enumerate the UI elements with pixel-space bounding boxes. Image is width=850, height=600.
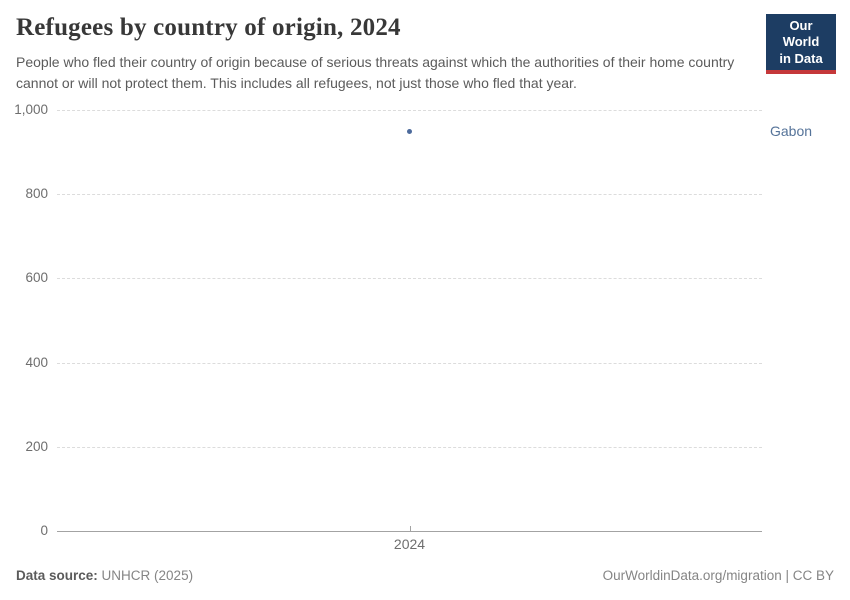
credit-note: OurWorldinData.org/migration | CC BY — [603, 568, 834, 583]
data-source-label: Data source: — [16, 568, 98, 583]
data-point-gabon[interactable] — [407, 128, 412, 134]
gridline — [57, 194, 762, 196]
gridline — [57, 446, 762, 448]
x-axis-line — [57, 531, 762, 532]
gridline — [57, 110, 762, 111]
y-tick-label: 400 — [25, 354, 48, 370]
gridline — [57, 278, 762, 280]
owid-logo[interactable]: Our World in Data — [766, 14, 836, 74]
chart-subtitle: People who fled their country of origin … — [16, 54, 735, 91]
credit-license: CC BY — [792, 568, 834, 583]
y-tick-label: 200 — [25, 438, 48, 454]
gridline — [57, 362, 762, 364]
y-tick-label: 0 — [40, 522, 48, 538]
owid-logo-line1: Our World — [782, 18, 820, 50]
credit-separator: | — [781, 568, 793, 583]
data-source-value[interactable]: UNHCR (2025) — [101, 568, 194, 583]
y-tick-label: 600 — [25, 270, 48, 286]
x-axis-tick — [409, 526, 411, 531]
plot-area: 2024 Gabon 0 200 400 600 800 1,000 — [14, 102, 812, 552]
series-label-gabon[interactable]: Gabon — [770, 123, 813, 140]
chart-title: Refugees by country of origin, 2024 — [16, 14, 401, 41]
data-source-note: Data source: UNHCR (2025) — [16, 568, 193, 583]
credit-link[interactable]: OurWorldinData.org/migration — [602, 568, 782, 583]
x-tick-label: 2024 — [393, 536, 426, 552]
y-tick-label: 800 — [25, 185, 48, 201]
y-tick-label: 1,000 — [14, 101, 48, 117]
owid-logo-line2: in Data — [779, 50, 823, 66]
